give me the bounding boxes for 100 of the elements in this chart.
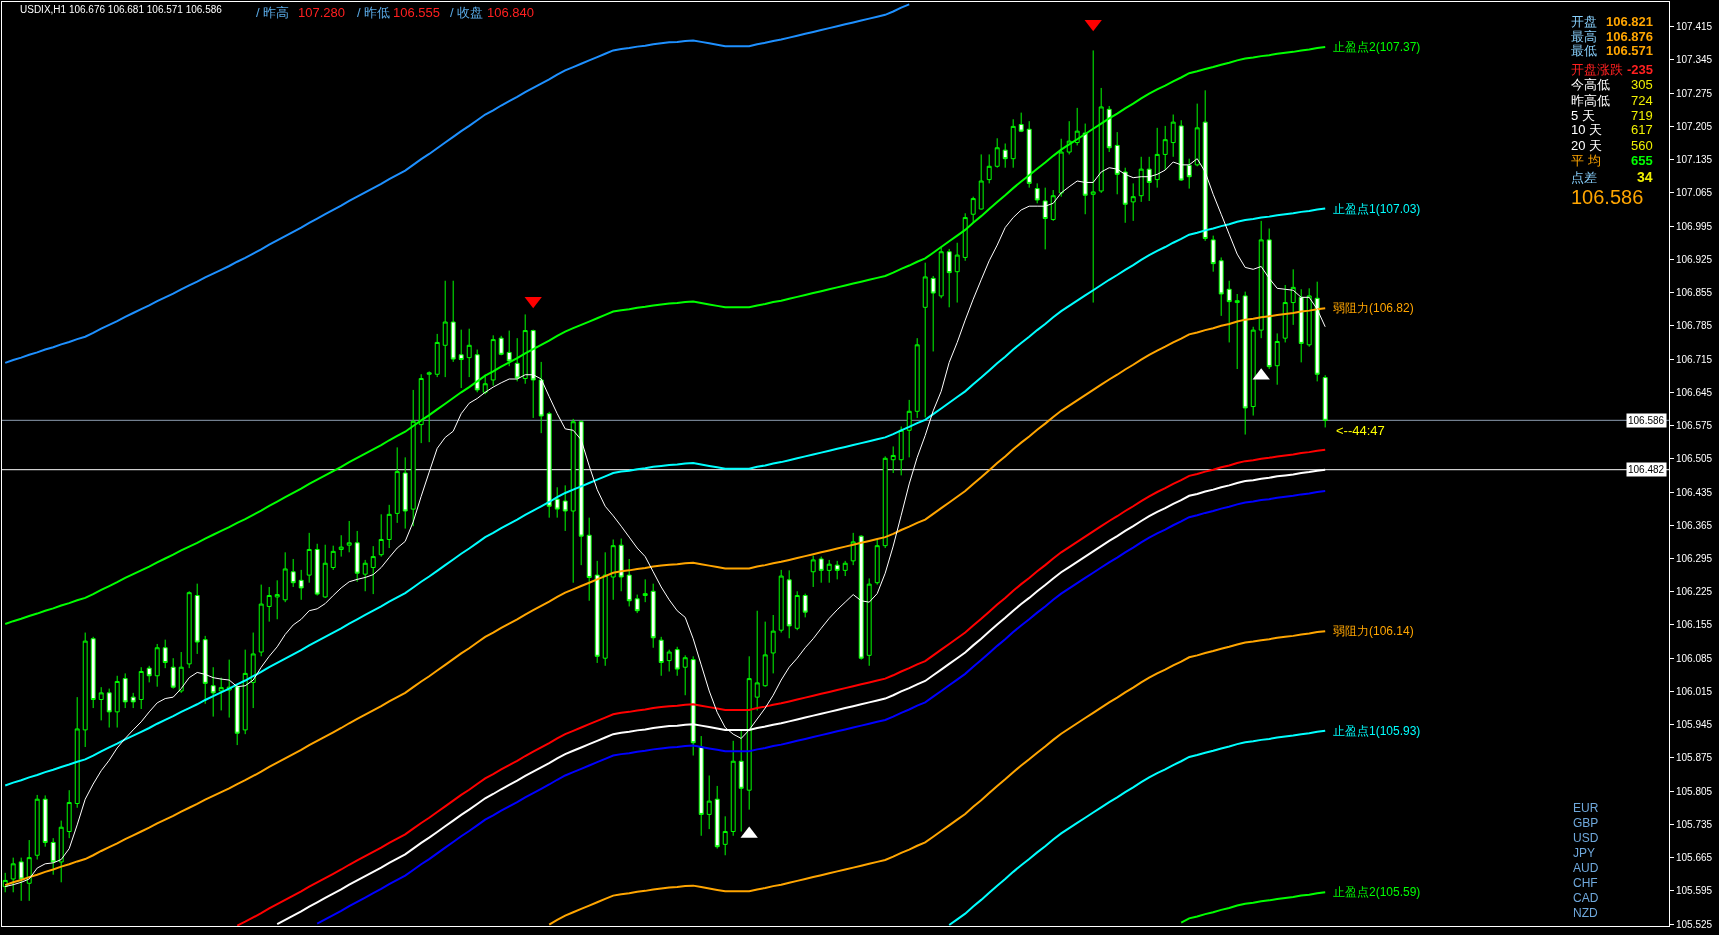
candlestick	[290, 558, 296, 588]
text: USD	[1573, 831, 1599, 845]
candlestick	[810, 555, 816, 588]
candlestick	[1210, 235, 1216, 273]
y-tick-label: 107.065	[1676, 187, 1713, 199]
y-tick-label: 105.735	[1676, 818, 1713, 830]
line-series	[4, 3, 911, 364]
candlestick	[234, 683, 240, 746]
candlestick	[690, 655, 696, 757]
annotation: / 收盘	[450, 5, 484, 20]
candlestick	[1314, 281, 1320, 382]
annotation: / 昨高	[256, 5, 290, 20]
text: 平 均	[1571, 153, 1601, 168]
text: 最高	[1571, 29, 1597, 44]
candlestick	[354, 530, 360, 583]
candlestick	[1170, 114, 1176, 158]
candlestick	[410, 389, 416, 527]
candlestick	[426, 370, 432, 443]
candlestick	[66, 789, 72, 839]
candlestick	[1266, 227, 1272, 370]
candlestick	[906, 399, 912, 458]
text: JPY	[1573, 846, 1596, 860]
candlestick	[874, 539, 880, 586]
line-series	[4, 207, 1327, 787]
candlestick	[866, 577, 872, 667]
text: 560	[1631, 138, 1653, 153]
text: 20 天	[1571, 138, 1603, 153]
candlestick	[50, 837, 56, 876]
y-tick-label: 106.925	[1676, 253, 1713, 265]
candlestick	[1298, 288, 1304, 363]
candlestick	[1002, 143, 1008, 169]
candlestick	[658, 636, 664, 677]
candlestick	[610, 539, 616, 601]
candlestick	[1098, 87, 1104, 194]
candlestick	[882, 455, 888, 549]
candlestick	[162, 639, 168, 669]
candlestick	[242, 649, 248, 735]
y-tick-label: 107.205	[1676, 120, 1713, 132]
line-series	[4, 307, 1327, 887]
candlestick	[1018, 112, 1024, 133]
y-tick-label: 106.435	[1676, 486, 1713, 498]
candlestick	[1226, 280, 1232, 343]
candlestick	[218, 677, 224, 711]
candlestick	[762, 621, 768, 688]
candlestick	[482, 374, 488, 395]
ref-line-label: 106.482	[1628, 464, 1665, 475]
y-tick-label: 106.995	[1676, 220, 1713, 232]
candlestick	[1026, 120, 1032, 189]
candlestick	[626, 558, 632, 607]
candlestick	[322, 544, 328, 599]
candlestick	[514, 337, 520, 382]
candlestick	[298, 569, 304, 601]
candlestick	[98, 686, 104, 721]
y-tick-label: 106.575	[1676, 420, 1713, 432]
y-tick-label: 106.085	[1676, 652, 1713, 664]
candlestick	[1282, 284, 1288, 343]
candlestick	[898, 425, 904, 476]
candlestick	[1042, 187, 1048, 250]
text: 724	[1631, 93, 1653, 108]
series-label: 弱阻力(106.14)	[1333, 624, 1414, 638]
candlestick	[114, 675, 120, 729]
text: 昨高低	[1571, 93, 1610, 108]
candlestick	[802, 593, 808, 618]
y-tick-label: 106.645	[1676, 386, 1713, 398]
ref-line-label: 106.586	[1628, 415, 1665, 426]
annotation: 106.840	[487, 5, 534, 20]
candlestick	[202, 635, 208, 705]
annotation: 106.555	[393, 5, 440, 20]
candlestick	[466, 328, 472, 378]
candlestick	[130, 692, 136, 709]
y-tick-label: 106.855	[1676, 287, 1713, 299]
candlestick	[138, 666, 144, 710]
candlestick	[834, 560, 840, 580]
series-label: 止盈点1(105.93)	[1333, 724, 1421, 738]
y-tick-label: 106.015	[1676, 685, 1713, 697]
candlestick	[738, 729, 744, 833]
candlestick	[122, 672, 128, 709]
candlestick	[1090, 49, 1096, 304]
candlestick	[1250, 326, 1256, 417]
candlestick	[1122, 167, 1128, 224]
y-tick-label: 107.345	[1676, 54, 1713, 66]
candlestick	[698, 735, 704, 837]
candlestick	[730, 740, 736, 837]
candlestick	[562, 484, 568, 532]
candlestick	[922, 262, 928, 418]
candlestick	[938, 246, 944, 299]
candlestick	[1274, 332, 1280, 386]
candlestick	[994, 137, 1000, 169]
candlestick	[818, 556, 824, 584]
candlestick	[1010, 118, 1016, 169]
text: 719	[1631, 108, 1653, 123]
text: GBP	[1573, 816, 1599, 830]
candlestick	[946, 248, 952, 308]
candlestick	[274, 579, 280, 620]
y-tick-label: 106.365	[1676, 519, 1713, 531]
candlestick	[1154, 127, 1160, 189]
y-tick-label: 106.295	[1676, 552, 1713, 564]
candlestick	[706, 774, 712, 830]
line-series	[948, 729, 1327, 926]
series-label: 止盈点1(107.03)	[1333, 202, 1421, 216]
